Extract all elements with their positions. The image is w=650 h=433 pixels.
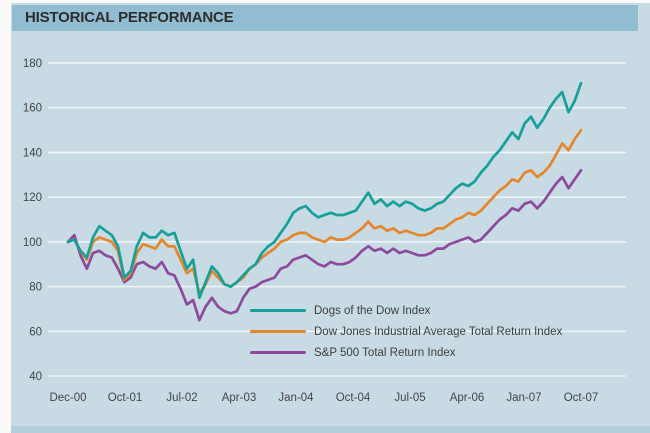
x-tick-label-Oct-04: Oct-04: [336, 392, 371, 404]
chart-title: HISTORICAL PERFORMANCE: [25, 9, 234, 26]
legend-item-sp500-total-return: S&P 500 Total Return Index: [250, 342, 562, 363]
legend-label-sp500-total-return: S&P 500 Total Return Index: [314, 346, 456, 359]
x-tick-label-Jan-07: Jan-07: [506, 392, 541, 404]
x-tick-label-Apr-03: Apr-03: [222, 392, 257, 404]
y-tick-label-120: 120: [23, 192, 42, 204]
dogs-of-the-dow-line-swatch: [250, 309, 306, 312]
x-tick-label-Jul-02: Jul-02: [166, 392, 197, 404]
y-tick-label-40: 40: [29, 371, 42, 383]
y-tick-label-160: 160: [23, 103, 42, 115]
y-tick-label-140: 140: [23, 147, 42, 159]
header-band: HISTORICAL PERFORMANCE: [12, 5, 638, 31]
legend-item-dogs-of-the-dow: Dogs of the Dow Index: [250, 300, 562, 321]
chart-background: [11, 3, 650, 433]
chart-legend: Dogs of the Dow Index Dow Jones Industri…: [250, 300, 562, 363]
y-tick-label-100: 100: [23, 237, 42, 249]
legend-item-djia-total-return: Dow Jones Industrial Average Total Retur…: [250, 321, 562, 342]
x-tick-label-Dec-00: Dec-00: [49, 392, 86, 404]
series-line-s-p-500-total-return-index: [66, 168, 583, 322]
y-tick-label-80: 80: [29, 282, 42, 294]
bottom-accent-strip: [11, 426, 650, 433]
x-tick-label-Jul-05: Jul-05: [394, 392, 425, 404]
x-tick-label-Jan-04: Jan-04: [278, 392, 314, 404]
x-tick-label-Oct-07: Oct-07: [564, 392, 599, 404]
y-tick-label-60: 60: [29, 326, 42, 338]
series-line-dow-jones-industrial-average-total-return-index: [66, 128, 583, 295]
sp500-total-return-line-swatch: [250, 351, 306, 354]
djia-total-return-line-swatch: [250, 330, 306, 333]
legend-label-dogs-of-the-dow: Dogs of the Dow Index: [314, 304, 431, 317]
x-tick-label-Oct-01: Oct-01: [108, 392, 143, 404]
series-line-dogs-of-the-dow-index: [66, 81, 583, 300]
legend-label-djia-total-return: Dow Jones Industrial Average Total Retur…: [314, 325, 563, 338]
y-tick-label-180: 180: [23, 58, 42, 70]
x-tick-label-Apr-06: Apr-06: [450, 392, 485, 404]
